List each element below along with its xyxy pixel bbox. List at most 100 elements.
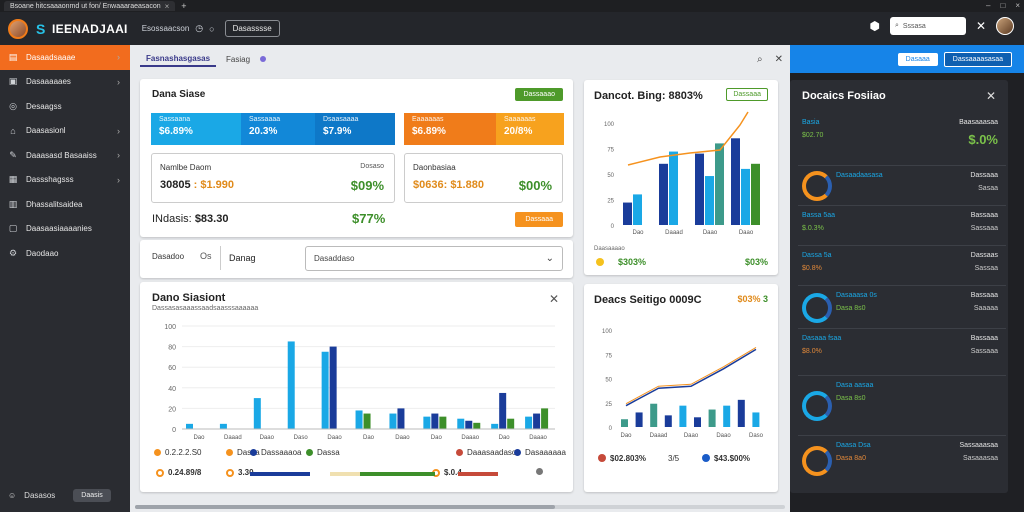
kpi-tile[interactable]: Saaaaaas 20/8% xyxy=(496,113,564,145)
insight-row-meta2: Saaaaa xyxy=(973,305,998,312)
brand-name: IEENADJAAI xyxy=(52,21,128,36)
header-button[interactable]: Dasasssse xyxy=(224,20,280,37)
tab-active[interactable]: Fasnashasgasas xyxy=(140,52,217,67)
bar xyxy=(363,413,371,429)
close-tab-icon[interactable]: × xyxy=(164,1,170,11)
chart-title: Deacs Seitigo 0009C xyxy=(594,294,702,306)
legend-item[interactable]: Dasaaaaaa xyxy=(514,448,566,457)
chevron-down-icon: ⌄ xyxy=(545,253,554,264)
content-subheader: Fasnashasgasas Fasiag ⌕ ✕ xyxy=(140,47,785,71)
x-tick-label: Dao xyxy=(632,230,644,236)
bar xyxy=(507,418,515,429)
legend-item[interactable]: Dassa xyxy=(306,448,340,457)
scrollbar-thumb[interactable] xyxy=(135,505,555,509)
insights-button-secondary[interactable]: Dassaaaasasaa xyxy=(943,51,1012,67)
summary-footer-button[interactable]: Dassaaa xyxy=(515,212,563,227)
legend-item[interactable]: Daaasaadaso xyxy=(456,448,516,457)
minimize-icon[interactable]: – xyxy=(986,1,991,10)
insight-row[interactable]: Dasaaa fsaa $8.0% Bassaaa Sassaaa xyxy=(798,328,1006,375)
top-chart-panel: Dancot. Bing: 8803% Dassaaa 100 75 50 25 0 Da… xyxy=(584,80,778,275)
legend-item[interactable]: Dassaaaoa xyxy=(250,448,301,457)
insight-row-value: Dasa 8s0 xyxy=(836,395,866,402)
insight-row[interactable]: Dassa 5a $0.8% Dassaas Sassaa xyxy=(798,245,1006,285)
legend-dot-icon xyxy=(226,468,234,477)
kpi-tile[interactable]: Eaaaaaas $6.89% xyxy=(404,113,496,145)
filter-toggle[interactable]: Os xyxy=(200,251,212,261)
bar xyxy=(541,408,549,429)
sidebar-item[interactable]: ▥ Dhassalitsaidea xyxy=(0,192,130,217)
sidebar-item[interactable]: ⚙ Daodaao xyxy=(0,241,130,266)
sidebar-item[interactable]: ▣ Dasaaaaaes › xyxy=(0,70,130,95)
insight-row-value: $8.0% xyxy=(802,348,822,355)
close-icon[interactable]: ✕ xyxy=(774,53,783,65)
legend-label: $02.803% xyxy=(610,454,646,463)
new-tab-icon[interactable]: + xyxy=(181,1,187,11)
chart-action-button[interactable]: Dassaaa xyxy=(726,88,768,101)
tab-secondary[interactable]: Fasiag xyxy=(226,54,251,64)
close-icon[interactable]: ✕ xyxy=(548,292,559,306)
insight-row[interactable]: Dasaadaasasa Dassaaa Sasaa xyxy=(798,165,1006,205)
sidebar-item[interactable]: ✎ Daaasasd Basaaiss › xyxy=(0,143,130,168)
y-tick-label: 0 xyxy=(611,224,615,230)
settings-icon[interactable]: ⬢ xyxy=(869,19,880,33)
doc-icon: ▢ xyxy=(8,223,18,234)
metric-card[interactable]: Namlbe Daom Dosaso 30805 : $1.990 $09% xyxy=(151,153,395,203)
kpi-tile[interactable]: Sassaana $6.89% xyxy=(151,113,241,145)
status-dot-icon xyxy=(260,56,267,62)
ring-chart-icon xyxy=(802,391,832,421)
filter-tab[interactable]: Danag xyxy=(220,246,256,270)
bar xyxy=(723,405,731,427)
summary-action-button[interactable]: Dassaaao xyxy=(515,88,563,101)
y-tick-label: 75 xyxy=(605,353,612,359)
sidebar-item[interactable]: ▢ Daasaasiaaaanies xyxy=(0,217,130,242)
insight-row[interactable]: Basia $02.70 Baasaaasaa $.0% xyxy=(798,113,1006,165)
sidebar-item[interactable]: ▦ Dassshagsss › xyxy=(0,168,130,193)
sidebar-item-label: Dhassalitsaidea xyxy=(26,199,83,209)
bar xyxy=(465,420,473,429)
insights-button-primary[interactable]: Dasaaa xyxy=(897,52,938,66)
bar xyxy=(659,163,668,225)
filter-select[interactable]: Dasaddaso ⌄ xyxy=(305,246,563,271)
breadcrumb[interactable]: Esossaacson xyxy=(141,24,190,33)
metric-card-label: Daonbasiaa xyxy=(413,163,456,172)
kpi-tile[interactable]: Dsaasaaaa $7.9% xyxy=(315,113,395,145)
horizontal-scrollbar[interactable] xyxy=(135,505,785,509)
sidebar-item[interactable]: ◎ Desaagss xyxy=(0,94,130,119)
sidebar-item[interactable]: ▤ Dasaadsaaae › xyxy=(0,45,130,70)
insight-row[interactable]: Bassa 5aa $.0.3% Bassaaa Sassaaa xyxy=(798,205,1006,245)
search-input[interactable]: ⌕ Sssasa xyxy=(889,17,966,35)
y-tick-label: 40 xyxy=(168,386,176,393)
legend-dot-icon xyxy=(598,454,606,462)
browser-tab[interactable]: Bsoane hitcsaaaonmd ut fon/ Enwaaaraeasa… xyxy=(4,1,176,11)
close-window-icon[interactable]: × xyxy=(1015,1,1020,10)
close-icon[interactable]: ✕ xyxy=(975,19,986,33)
legend-swatch xyxy=(250,449,257,456)
metric-card-value: 30805 : $1.990 xyxy=(160,179,235,191)
bar xyxy=(708,409,716,427)
insight-row[interactable]: Daasa Dsa Dasa 8a0 Sassaaasaa Sasaaasaa xyxy=(798,435,1006,485)
legend-item[interactable] xyxy=(536,468,547,475)
search-icon[interactable]: ⌕ xyxy=(757,53,763,65)
kpi-tile[interactable]: Sassaaaa 20.3% xyxy=(241,113,315,145)
bottom-chart-panel: Deacs Seitigo 0009C $03% 3 100 75 50 25 0 Dao… xyxy=(584,284,778,492)
close-icon[interactable]: ✕ xyxy=(985,89,996,103)
legend-bar xyxy=(458,472,498,476)
metric-card[interactable]: Daonbasiaa $0636: $1.880 $00% xyxy=(404,153,563,203)
circle-icon[interactable]: ○ xyxy=(209,23,215,34)
app-header: S IEENADJAAI Esossaacson ◷ ○ Dasasssse ⬢… xyxy=(0,12,1024,45)
insight-row[interactable]: Dasaaasa 0s Dasa 8s0 Bassaaa Saaaaa xyxy=(798,285,1006,328)
insight-row-meta2: Sassaaa xyxy=(970,348,998,355)
avatar[interactable] xyxy=(8,18,28,39)
x-tick-label: Daaao xyxy=(529,435,547,441)
legend-item[interactable]: Dassa xyxy=(226,448,260,457)
sidebar-footer-button[interactable]: Daasis xyxy=(73,489,111,502)
bar xyxy=(439,416,447,429)
sidebar-item[interactable]: ⌂ Daasasionl › xyxy=(0,119,130,144)
legend-swatch xyxy=(536,468,543,475)
insight-row[interactable]: Dasa aasaa Dasa 8s0 xyxy=(798,375,1006,435)
maximize-icon[interactable]: □ xyxy=(1000,1,1006,10)
info-icon[interactable]: ◷ xyxy=(195,23,204,33)
legend-item[interactable]: 0.2.2.2.S0 xyxy=(154,448,201,457)
legend-label: $43.$00% xyxy=(714,454,750,463)
user-avatar[interactable] xyxy=(996,17,1014,35)
